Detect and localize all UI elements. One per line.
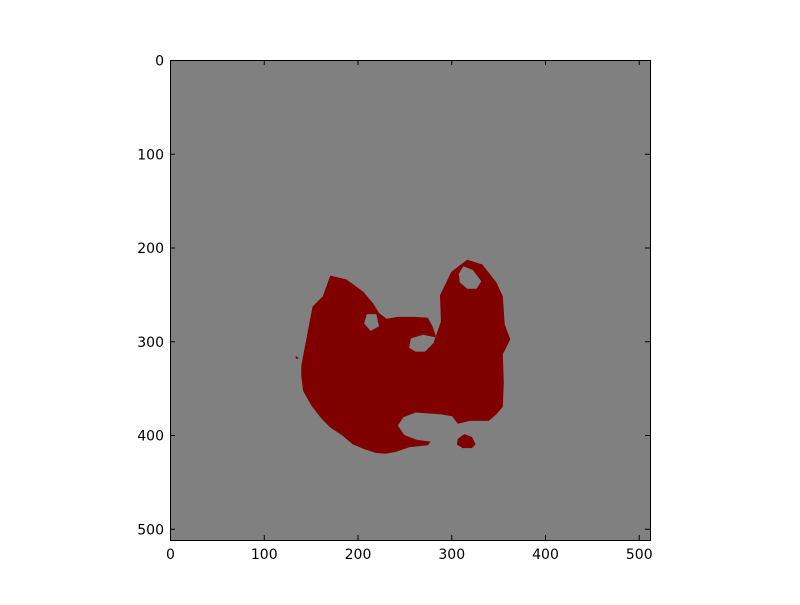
y-tick-label: 500 bbox=[137, 522, 164, 538]
main-mask-region bbox=[301, 259, 511, 454]
mask-layer bbox=[295, 259, 511, 454]
x-tick-label: 300 bbox=[438, 547, 465, 563]
y-axis: 0 100 200 300 400 500 bbox=[137, 54, 650, 538]
x-axis: 0 100 200 300 400 500 bbox=[166, 60, 653, 563]
x-tick-label: 400 bbox=[532, 547, 559, 563]
y-tick-label: 200 bbox=[137, 241, 164, 257]
bottom-right-blob bbox=[456, 434, 476, 449]
x-tick-label: 500 bbox=[626, 547, 653, 563]
y-tick-label: 300 bbox=[137, 335, 164, 351]
x-tick-label: 100 bbox=[251, 547, 278, 563]
x-tick-label: 0 bbox=[166, 547, 175, 563]
axes-frame bbox=[170, 60, 651, 541]
y-tick-label: 100 bbox=[137, 147, 164, 163]
image-background bbox=[170, 60, 650, 540]
y-tick-label: 400 bbox=[137, 429, 164, 445]
y-tick-label: 0 bbox=[155, 54, 164, 70]
x-tick-label: 200 bbox=[345, 547, 372, 563]
left-speck bbox=[295, 356, 299, 360]
